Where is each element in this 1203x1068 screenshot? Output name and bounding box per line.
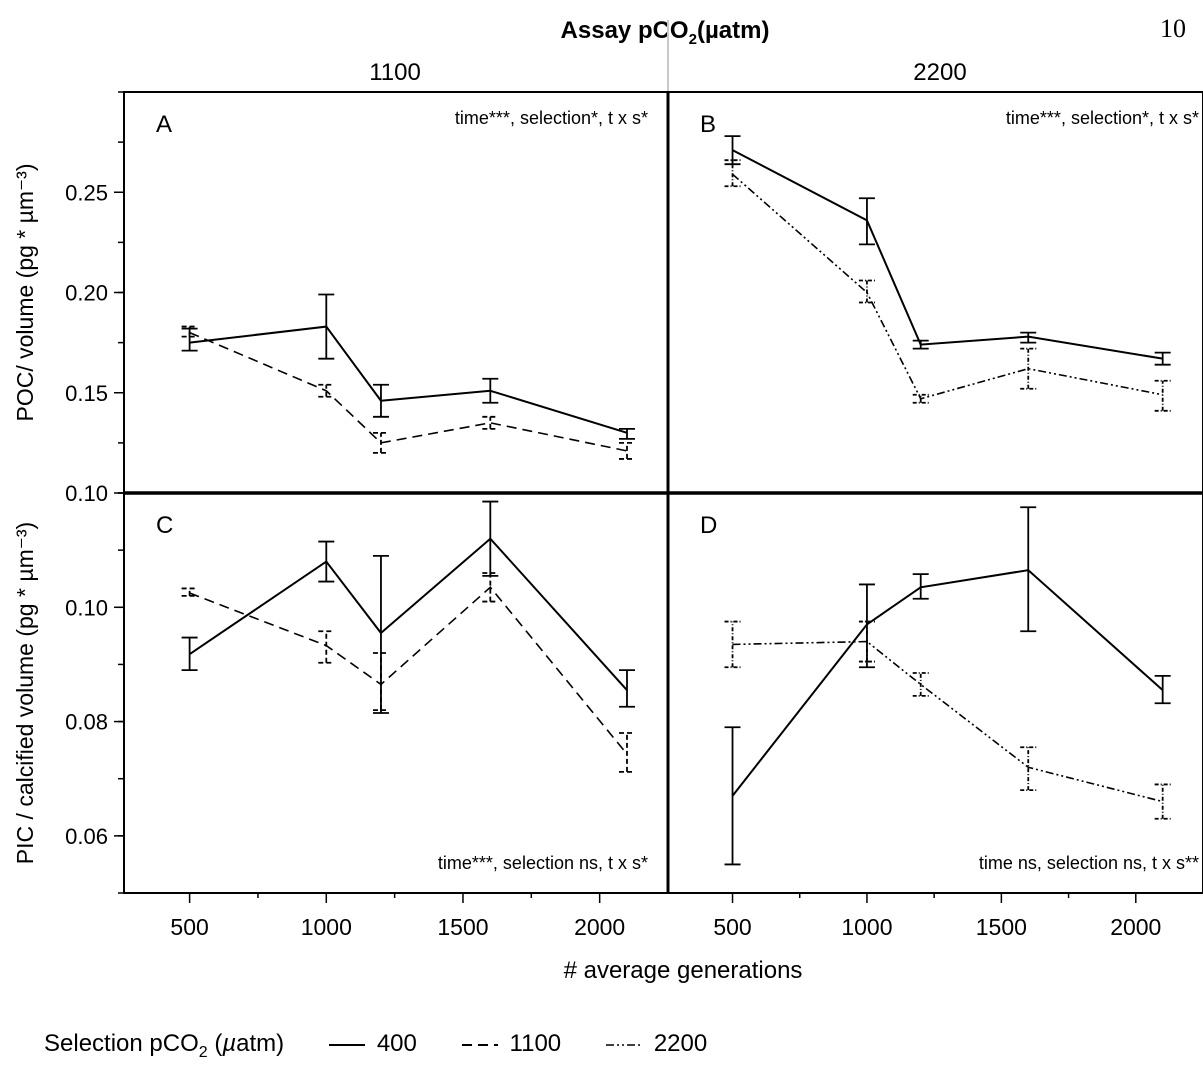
legend-swatch-solid: [328, 1043, 365, 1046]
error-bar-1100-500: [181, 587, 198, 597]
y-tick-label: 0.20: [65, 281, 108, 306]
legend-entry-400: 400: [327, 1030, 417, 1058]
series-line-400-panel-b: [732, 149, 1163, 360]
legend-title: Selection pCO2 (µatm): [44, 1030, 285, 1061]
panel-frame-d: [667, 492, 1203, 894]
x-axis-label: # average generations: [564, 957, 803, 984]
y-tick-label: 0.10: [65, 481, 108, 506]
error-bar-400-1600: [1020, 331, 1037, 344]
panel-label-b: B: [700, 111, 716, 138]
legend-label-400: 400: [376, 1030, 417, 1057]
page-number: 10: [1160, 14, 1186, 43]
error-bar-2200-500: [724, 159, 741, 188]
error-bar-400-1200: [912, 573, 929, 600]
x-tick-label: 1500: [437, 914, 488, 940]
series-line-2200-panel-d: [732, 640, 1163, 803]
series-line-2200-panel-b: [731, 173, 1163, 400]
error-bar-400-2100: [1154, 674, 1171, 705]
panel-label-d: D: [700, 512, 717, 539]
panel-label-c: C: [156, 512, 173, 539]
error-bar-2200-1000: [858, 279, 875, 304]
error-bar-1100-2100: [618, 732, 635, 773]
legend: Selection pCO2 (µatm) 400 1100 2200: [44, 1030, 707, 1062]
panel-frame-a: [123, 91, 669, 494]
y-tick-label: 0.06: [65, 824, 108, 849]
legend-entry-2200: 2200: [604, 1030, 707, 1058]
panel-label-a: A: [156, 111, 172, 138]
y-tick-label: 0.25: [65, 180, 108, 205]
column-header-2200: 2200: [913, 59, 966, 86]
panel-stats-d: time ns, selection ns, t x s**: [979, 853, 1199, 873]
x-tick-label: 1500: [976, 914, 1027, 940]
error-bar-400-1000: [858, 583, 875, 669]
panel-frame-c: [123, 492, 669, 894]
legend-swatch-dashed: [461, 1043, 498, 1046]
x-tick-label: 2000: [1110, 914, 1161, 940]
panel-stats-a: time***, selection*, t x s*: [455, 108, 648, 128]
series-line-1100-panel-a: [189, 331, 628, 452]
legend-label-1100: 1100: [509, 1030, 562, 1057]
error-bar-2200-2100: [1154, 783, 1171, 820]
chart-title: Assay pCO2(µatm): [561, 17, 770, 48]
legend-swatch-dash-dot-dot: [605, 1043, 642, 1046]
series-line-400-panel-d: [731, 569, 1164, 797]
error-bar-400-1200: [372, 554, 389, 714]
column-header-1100: 1100: [369, 59, 421, 86]
error-bar-400-500: [181, 636, 198, 672]
x-tick-label: 500: [170, 914, 208, 940]
error-bar-1100-1200: [372, 652, 389, 712]
x-tick-label: 500: [713, 914, 751, 940]
legend-entry-1100: 1100: [460, 1030, 562, 1058]
plot-area: 0.10 0.15 0.20 0.25 POC/ volume (pg * µm⁻³) 0…: [12, 20, 1203, 940]
y-tick-label: 0.08: [65, 710, 108, 735]
x-tick-label: 2000: [574, 914, 625, 940]
error-bar-2200-1600: [1020, 746, 1037, 792]
error-bar-1100-1600: [482, 415, 499, 430]
y-tick-label: 0.15: [65, 381, 108, 406]
error-bar-2200-2100: [1154, 379, 1171, 412]
y-axis-label-row-1: PIC / calcified volume (pg * µm⁻³): [12, 522, 38, 864]
error-bar-400-1000: [858, 197, 875, 246]
panel-stats-b: time***, selection*, t x s*: [1006, 108, 1199, 128]
series-line-1100-panel-c: [189, 586, 628, 755]
x-tick-label: 1000: [301, 914, 352, 940]
error-bar-400-2100: [618, 427, 635, 440]
panel-frame-b: [667, 91, 1203, 494]
error-bar-1100-1600: [482, 572, 499, 603]
error-bar-1100-500: [181, 325, 198, 338]
panel-stats-c: time***, selection ns, t x s*: [438, 853, 648, 873]
error-bar-2200-1200: [912, 393, 929, 404]
y-axis-label-row-0: POC/ volume (pg * µm⁻³): [12, 164, 38, 422]
x-tick-label: 1000: [841, 914, 892, 940]
error-bar-400-1600: [1020, 506, 1037, 633]
legend-label-2200: 2200: [653, 1030, 708, 1057]
error-bar-1100-1000: [318, 630, 335, 664]
series-line-400-panel-a: [189, 325, 628, 434]
error-bar-2200-500: [724, 620, 741, 669]
error-bar-1100-1000: [318, 383, 335, 398]
y-tick-label: 0.10: [65, 595, 108, 620]
error-bar-400-2100: [618, 669, 635, 708]
series-line-400-panel-c: [189, 537, 628, 691]
